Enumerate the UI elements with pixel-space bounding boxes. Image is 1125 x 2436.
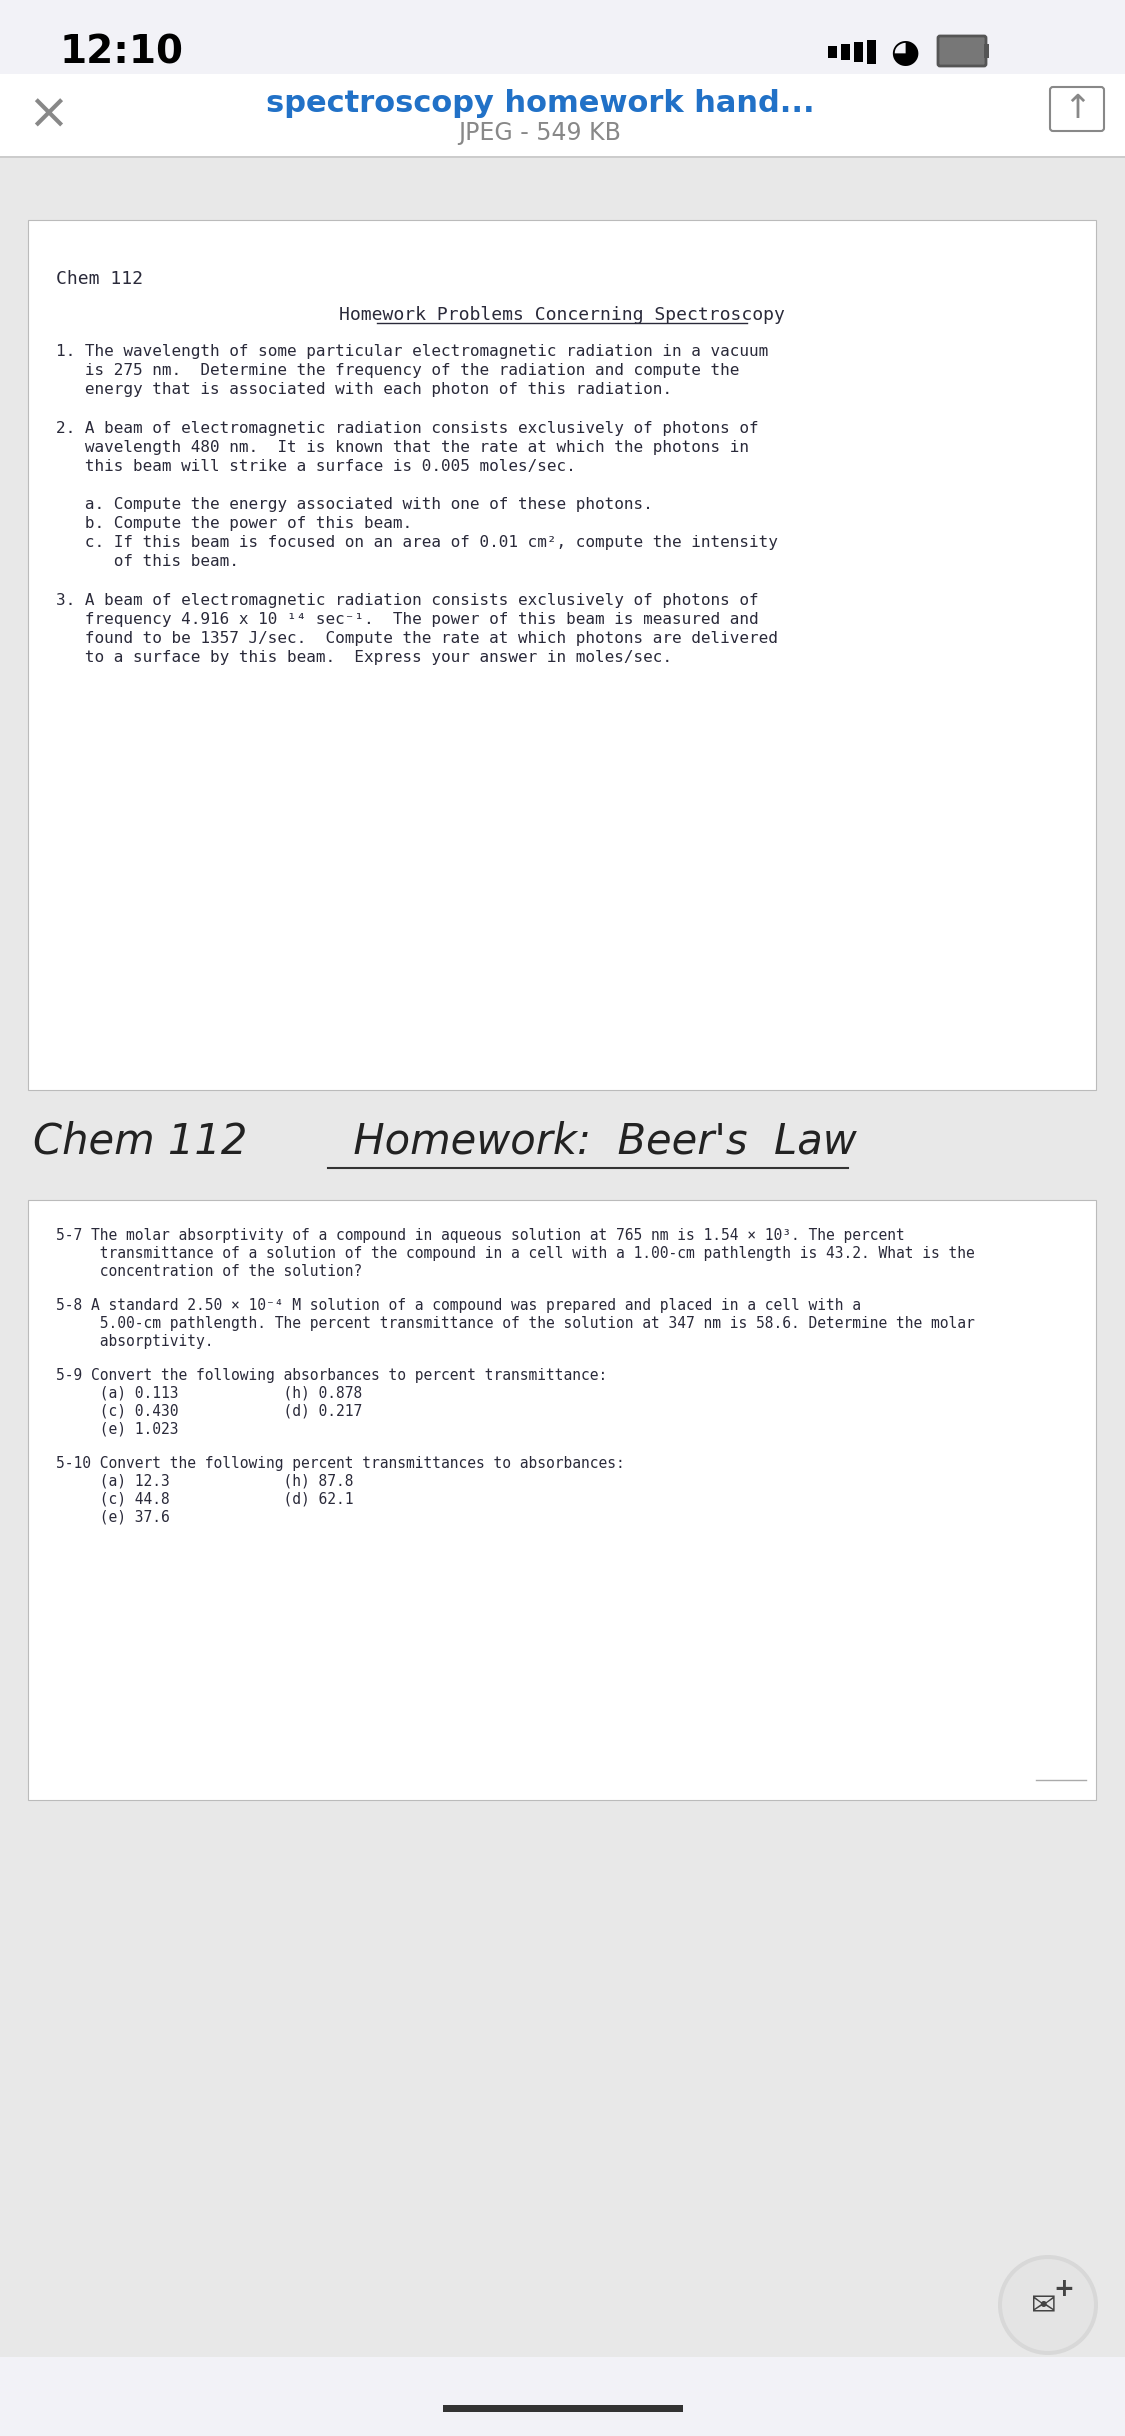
- Text: (c) 0.430            (d) 0.217: (c) 0.430 (d) 0.217: [56, 1403, 362, 1420]
- Bar: [984, 44, 989, 58]
- Text: 5-7 The molar absorptivity of a compound in aqueous solution at 765 nm is 1.54 ×: 5-7 The molar absorptivity of a compound…: [56, 1228, 904, 1242]
- FancyBboxPatch shape: [938, 37, 986, 66]
- Bar: [854, 41, 863, 61]
- Text: ◕: ◕: [891, 37, 919, 68]
- Text: 2. A beam of electromagnetic radiation consists exclusively of photons of: 2. A beam of electromagnetic radiation c…: [56, 421, 758, 436]
- Text: Chem 112        Homework:  Beer's  Law: Chem 112 Homework: Beer's Law: [33, 1121, 857, 1162]
- Circle shape: [998, 2256, 1098, 2356]
- Text: (c) 44.8             (d) 62.1: (c) 44.8 (d) 62.1: [56, 1491, 353, 1508]
- Text: found to be 1357 J/sec.  Compute the rate at which photons are delivered: found to be 1357 J/sec. Compute the rate…: [56, 631, 777, 646]
- Text: Chem 112: Chem 112: [56, 270, 143, 287]
- Text: (a) 12.3             (h) 87.8: (a) 12.3 (h) 87.8: [56, 1474, 353, 1488]
- Text: of this beam.: of this beam.: [56, 553, 238, 570]
- Text: 3. A beam of electromagnetic radiation consists exclusively of photons of: 3. A beam of electromagnetic radiation c…: [56, 592, 758, 609]
- Text: 5-9 Convert the following absorbances to percent transmittance:: 5-9 Convert the following absorbances to…: [56, 1369, 608, 1384]
- Text: this beam will strike a surface is 0.005 moles/sec.: this beam will strike a surface is 0.005…: [56, 458, 576, 475]
- Text: 1. The wavelength of some particular electromagnetic radiation in a vacuum: 1. The wavelength of some particular ele…: [56, 343, 768, 358]
- Text: (a) 0.113            (h) 0.878: (a) 0.113 (h) 0.878: [56, 1386, 362, 1401]
- Text: 5.00-cm pathlength. The percent transmittance of the solution at 347 nm is 58.6.: 5.00-cm pathlength. The percent transmit…: [56, 1315, 974, 1330]
- Text: ×: ×: [27, 90, 69, 139]
- Bar: [28, 1201, 1096, 1800]
- Text: JPEG - 549 KB: JPEG - 549 KB: [459, 122, 621, 146]
- Text: transmittance of a solution of the compound in a cell with a 1.00-cm pathlength : transmittance of a solution of the compo…: [56, 1245, 974, 1262]
- Text: ✉: ✉: [1032, 2292, 1056, 2322]
- Text: (e) 1.023: (e) 1.023: [56, 1423, 179, 1437]
- Bar: [28, 219, 1096, 1089]
- Bar: [842, 44, 850, 61]
- Text: wavelength 480 nm.  It is known that the rate at which the photons in: wavelength 480 nm. It is known that the …: [56, 441, 749, 456]
- Text: spectroscopy homework hand...: spectroscopy homework hand...: [266, 88, 814, 117]
- Text: frequency 4.916 x 10 ¹⁴ sec⁻¹.  The power of this beam is measured and: frequency 4.916 x 10 ¹⁴ sec⁻¹. The power…: [56, 611, 758, 626]
- Bar: [867, 39, 876, 63]
- Text: 5-8 A standard 2.50 × 10⁻⁴ M solution of a compound was prepared and placed in a: 5-8 A standard 2.50 × 10⁻⁴ M solution of…: [56, 1298, 861, 1313]
- Text: +: +: [1053, 2278, 1074, 2302]
- Text: b. Compute the power of this beam.: b. Compute the power of this beam.: [56, 516, 412, 531]
- Bar: [0, 73, 1125, 156]
- Bar: [828, 46, 837, 58]
- Text: Homework Problems Concerning Spectroscopy: Homework Problems Concerning Spectroscop…: [339, 307, 785, 324]
- Bar: [442, 2404, 683, 2412]
- Text: to a surface by this beam.  Express your answer in moles/sec.: to a surface by this beam. Express your …: [56, 650, 672, 665]
- Text: a. Compute the energy associated with one of these photons.: a. Compute the energy associated with on…: [56, 497, 652, 512]
- Text: (e) 37.6: (e) 37.6: [56, 1510, 170, 1525]
- Text: c. If this beam is focused on an area of 0.01 cm², compute the intensity: c. If this beam is focused on an area of…: [56, 536, 777, 551]
- Text: 12:10: 12:10: [60, 34, 184, 71]
- Text: 5-10 Convert the following percent transmittances to absorbances:: 5-10 Convert the following percent trans…: [56, 1457, 624, 1471]
- Text: is 275 nm.  Determine the frequency of the radiation and compute the: is 275 nm. Determine the frequency of th…: [56, 363, 739, 378]
- Circle shape: [1002, 2258, 1094, 2351]
- Text: absorptivity.: absorptivity.: [56, 1335, 214, 1350]
- Text: energy that is associated with each photon of this radiation.: energy that is associated with each phot…: [56, 382, 672, 397]
- Text: ↑: ↑: [1063, 93, 1091, 127]
- Text: concentration of the solution?: concentration of the solution?: [56, 1264, 362, 1279]
